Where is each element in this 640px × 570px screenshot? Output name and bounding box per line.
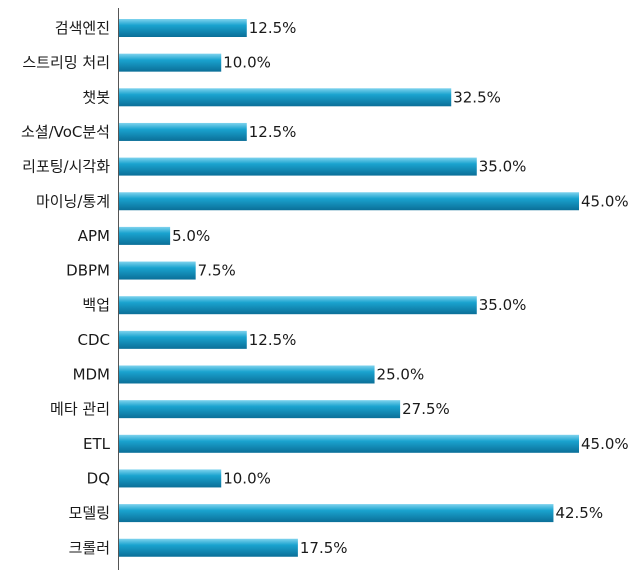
bar	[119, 192, 579, 211]
value-label: 25.0%	[377, 366, 425, 384]
value-label: 35.0%	[479, 296, 527, 314]
bar	[119, 296, 477, 315]
category-label: 메타 관리	[50, 400, 110, 418]
value-label: 45.0%	[581, 435, 629, 453]
category-label: 모델링	[69, 504, 110, 522]
category-label: DBPM	[66, 262, 110, 280]
bar	[119, 261, 196, 280]
bar	[119, 88, 452, 107]
value-label: 32.5%	[453, 88, 501, 106]
bar	[119, 434, 579, 453]
category-label: 백업	[82, 296, 110, 314]
bar	[119, 504, 554, 523]
category-label: ETL	[83, 435, 111, 453]
category-label: 검색엔진	[55, 19, 110, 37]
bar	[119, 538, 298, 557]
bar	[119, 122, 247, 141]
category-label: 소셜/VoC분석	[21, 123, 110, 141]
value-label: 35.0%	[479, 158, 527, 176]
bar	[119, 400, 401, 419]
value-label: 5.0%	[172, 227, 210, 245]
bar	[119, 469, 222, 488]
bar	[119, 365, 375, 384]
bar	[119, 19, 247, 37]
category-label: MDM	[73, 366, 110, 384]
bar	[119, 157, 477, 176]
category-label: 리포팅/시각화	[22, 158, 110, 176]
value-label: 45.0%	[581, 192, 629, 210]
bar	[119, 53, 222, 72]
value-label: 12.5%	[249, 19, 297, 37]
category-label: 크롤러	[69, 539, 110, 557]
value-label: 17.5%	[300, 539, 348, 557]
category-label: DQ	[87, 469, 110, 487]
category-label: 스트리밍 처리	[22, 54, 110, 72]
value-label: 10.0%	[223, 469, 271, 487]
value-label: 12.5%	[249, 331, 297, 349]
category-label: APM	[78, 227, 110, 245]
bar	[119, 226, 171, 245]
bar	[119, 330, 247, 349]
value-label: 42.5%	[555, 504, 603, 522]
value-label: 10.0%	[223, 54, 271, 72]
value-label: 7.5%	[198, 262, 236, 280]
value-label: 12.5%	[249, 123, 297, 141]
bars-group: 검색엔진 12.5% 스트리밍 처리 10.0% 챗봇 32.5% 소셜/VoC분석 12.5…	[21, 19, 629, 557]
value-label: 27.5%	[402, 400, 450, 418]
category-label: 마이닝/통계	[36, 192, 110, 210]
category-label: CDC	[78, 331, 111, 349]
category-label: 챗봇	[82, 88, 110, 106]
